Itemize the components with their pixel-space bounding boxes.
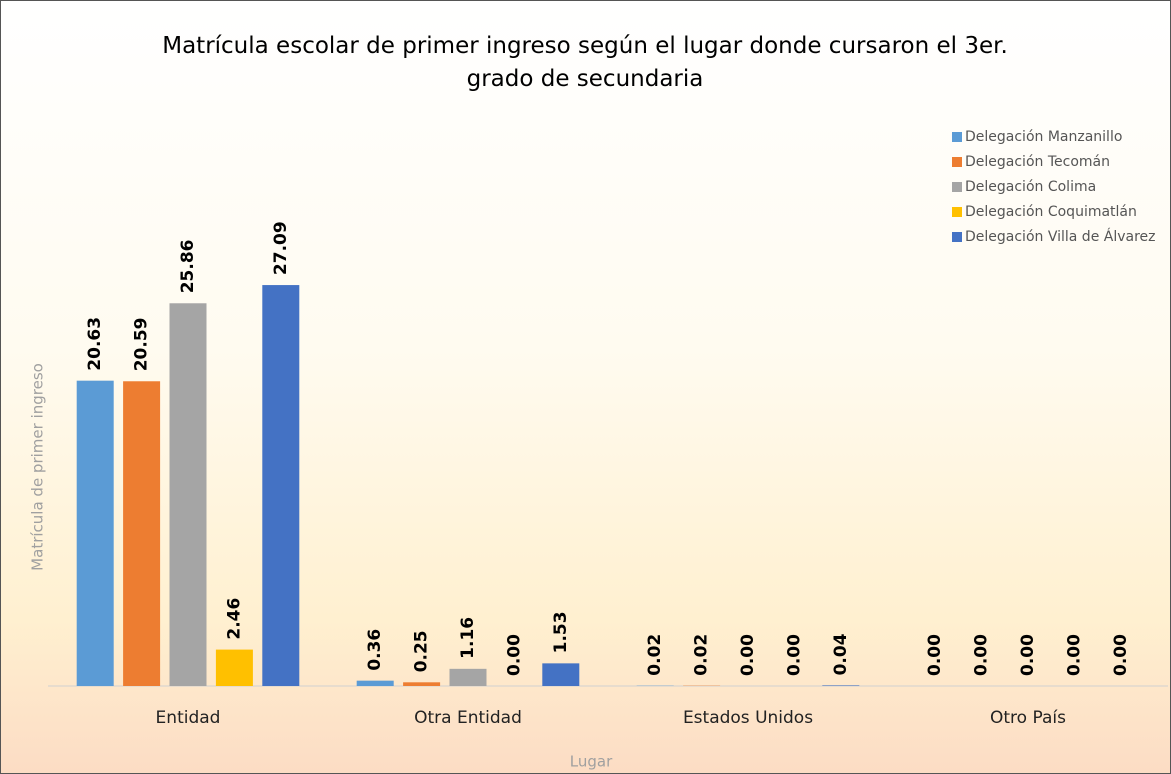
legend-swatch [952, 182, 962, 192]
data-label: 0.00 [925, 634, 945, 676]
legend-label: Delegación Tecomán [965, 154, 1110, 170]
data-label: 2.46 [224, 598, 244, 640]
bar [449, 668, 487, 686]
data-label: 20.59 [132, 317, 152, 371]
x-tick-label: Estados Unidos [683, 708, 813, 728]
y-axis-label: Matrícula de primer ingreso [29, 363, 47, 571]
legend-swatch [952, 207, 962, 217]
legend-label: Delegación Villa de Álvarez [965, 228, 1156, 245]
x-tick-label: Entidad [156, 708, 221, 728]
data-label: 0.00 [504, 634, 524, 676]
legend-label: Delegación Coquimatlán [965, 204, 1137, 220]
legend-label: Delegación Colima [965, 179, 1096, 195]
bar [262, 285, 300, 686]
bar [215, 649, 253, 686]
data-label: 1.16 [458, 617, 478, 659]
bar [169, 303, 207, 686]
legend-swatch [952, 157, 962, 167]
data-label: 0.02 [692, 634, 712, 676]
data-label: 0.00 [1064, 634, 1084, 676]
data-label: 0.02 [645, 634, 665, 676]
bar [123, 381, 161, 686]
data-label: 1.53 [551, 611, 571, 653]
data-label: 25.86 [178, 239, 198, 293]
data-label: 27.09 [271, 221, 291, 275]
data-label: 0.00 [738, 634, 758, 676]
data-label: 0.00 [784, 634, 804, 676]
data-label: 0.00 [1111, 634, 1131, 676]
data-label: 0.04 [831, 633, 851, 675]
x-tick-label: Otra Entidad [414, 708, 522, 728]
bar [76, 380, 114, 686]
data-label: 20.63 [85, 317, 105, 371]
bar [822, 685, 860, 686]
data-label: 0.00 [972, 634, 992, 676]
legend-label: Delegación Manzanillo [965, 129, 1122, 145]
data-label: 0.00 [1018, 634, 1038, 676]
bar [356, 680, 394, 686]
bar [542, 663, 580, 686]
chart-title: Matrícula escolar de primer ingreso segú… [162, 33, 1008, 92]
data-label: 0.36 [365, 629, 385, 671]
bar [403, 682, 441, 686]
legend-swatch [952, 232, 962, 242]
x-tick-label: Otro País [990, 708, 1066, 728]
x-axis-label: Lugar [570, 753, 613, 771]
data-label: 0.25 [412, 630, 432, 672]
legend-swatch [952, 132, 962, 142]
